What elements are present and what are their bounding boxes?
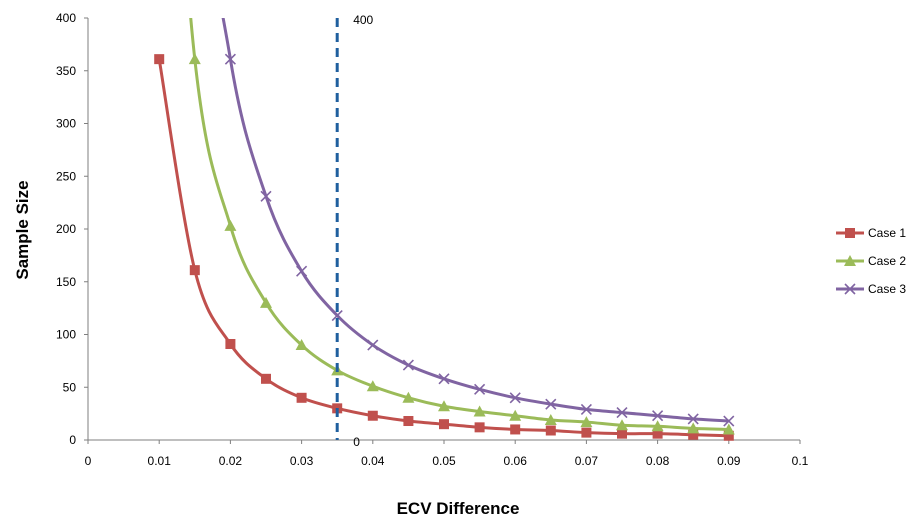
data-point-case-1 xyxy=(439,419,449,430)
data-point-case-3 xyxy=(260,190,272,202)
y-tick-label: 350 xyxy=(56,64,76,78)
x-tick-label: 0.06 xyxy=(504,454,528,468)
data-point-case-1 xyxy=(261,373,271,384)
data-point-case-1 xyxy=(474,422,485,433)
data-point-case-2 xyxy=(366,380,379,392)
axes xyxy=(87,18,800,441)
reference-top-label: 400 xyxy=(353,13,373,27)
reference-bottom-label: 0 xyxy=(353,435,360,449)
y-tick-label: 0 xyxy=(69,433,76,447)
data-point-case-2 xyxy=(402,391,415,403)
data-point-case-1 xyxy=(154,54,165,65)
data-point-case-2 xyxy=(188,53,201,65)
data-point-case-2 xyxy=(473,405,486,417)
data-point-case-1 xyxy=(189,265,200,276)
y-axis-ticks: 0 50 100 150 200 250 300 350 400 xyxy=(56,11,88,447)
x-tick-label: 0.08 xyxy=(646,454,670,468)
data-point-case-2 xyxy=(722,423,735,435)
legend-label-case-1: Case 1 xyxy=(868,226,906,240)
x-axis-title: ECV Difference xyxy=(397,499,520,518)
data-point-case-3 xyxy=(723,415,735,427)
data-point-case-3 xyxy=(509,392,521,404)
x-tick-label: 0.1 xyxy=(792,454,809,468)
data-point-case-1 xyxy=(225,338,236,349)
y-tick-label: 200 xyxy=(56,222,76,236)
legend-marker-case-2 xyxy=(844,255,856,266)
data-point-case-1 xyxy=(688,429,699,440)
y-tick-label: 400 xyxy=(56,11,76,25)
series-line-case-3 xyxy=(221,18,729,423)
x-axis-ticks: 0 0.01 0.02 0.03 0.04 0.05 0.06 0.07 0.08 0.09 0.1 xyxy=(85,440,809,468)
legend: Case 1 Case 2 Case 3 xyxy=(836,226,906,296)
data-point-case-2 xyxy=(580,416,593,428)
data-point-case-3 xyxy=(224,53,236,65)
data-point-case-3 xyxy=(652,410,664,422)
y-tick-label: 300 xyxy=(56,117,76,131)
data-point-case-1 xyxy=(367,410,378,421)
data-point-case-3 xyxy=(545,398,557,410)
legend-marker-case-3 xyxy=(844,283,856,295)
x-tick-label: 0.05 xyxy=(432,454,456,468)
x-tick-label: 0.01 xyxy=(148,454,172,468)
y-axis-title: Sample Size xyxy=(13,180,32,279)
reference-line: 400 0 xyxy=(335,13,374,449)
data-point-case-1 xyxy=(545,425,556,436)
data-point-case-3 xyxy=(402,359,414,371)
x-tick-label: 0 xyxy=(85,454,92,468)
data-point-case-2 xyxy=(544,413,557,425)
markers-layer xyxy=(154,53,735,441)
data-point-case-3 xyxy=(474,383,486,395)
data-point-case-2 xyxy=(260,296,272,308)
data-point-case-1 xyxy=(581,427,592,438)
legend-entry-case-1: Case 1 xyxy=(836,226,906,240)
y-tick-label: 250 xyxy=(56,169,76,183)
x-tick-label: 0.03 xyxy=(290,454,314,468)
x-tick-label: 0.04 xyxy=(361,454,385,468)
data-point-case-1 xyxy=(403,416,414,427)
x-tick-label: 0.07 xyxy=(575,454,599,468)
series-layer xyxy=(157,18,729,438)
data-point-case-2 xyxy=(509,409,522,421)
x-tick-label: 0.02 xyxy=(219,454,243,468)
series-line-case-2 xyxy=(189,18,729,431)
data-point-case-1 xyxy=(296,392,307,403)
legend-label-case-2: Case 2 xyxy=(868,254,906,268)
data-point-case-2 xyxy=(438,400,450,412)
data-point-case-1 xyxy=(652,428,663,439)
data-point-case-3 xyxy=(687,413,699,425)
data-point-case-3 xyxy=(367,339,379,351)
data-point-case-3 xyxy=(438,373,450,385)
y-tick-label: 100 xyxy=(56,328,76,342)
x-tick-label: 0.09 xyxy=(717,454,741,468)
legend-marker-case-1 xyxy=(845,228,855,238)
legend-label-case-3: Case 3 xyxy=(868,282,906,296)
data-point-case-3 xyxy=(296,265,308,277)
data-point-case-3 xyxy=(616,407,628,419)
y-tick-label: 150 xyxy=(56,275,76,289)
data-point-case-2 xyxy=(295,339,308,351)
data-point-case-1 xyxy=(617,428,627,439)
legend-entry-case-3: Case 3 xyxy=(836,282,906,296)
legend-entry-case-2: Case 2 xyxy=(836,254,906,268)
data-point-case-3 xyxy=(580,403,592,415)
data-point-case-2 xyxy=(616,419,628,431)
data-point-case-1 xyxy=(723,430,734,441)
data-point-case-2 xyxy=(224,219,237,231)
data-point-case-2 xyxy=(651,420,664,432)
data-point-case-2 xyxy=(687,422,700,434)
data-point-case-3 xyxy=(331,309,343,322)
y-tick-label: 50 xyxy=(63,380,77,394)
data-point-case-1 xyxy=(510,424,521,435)
